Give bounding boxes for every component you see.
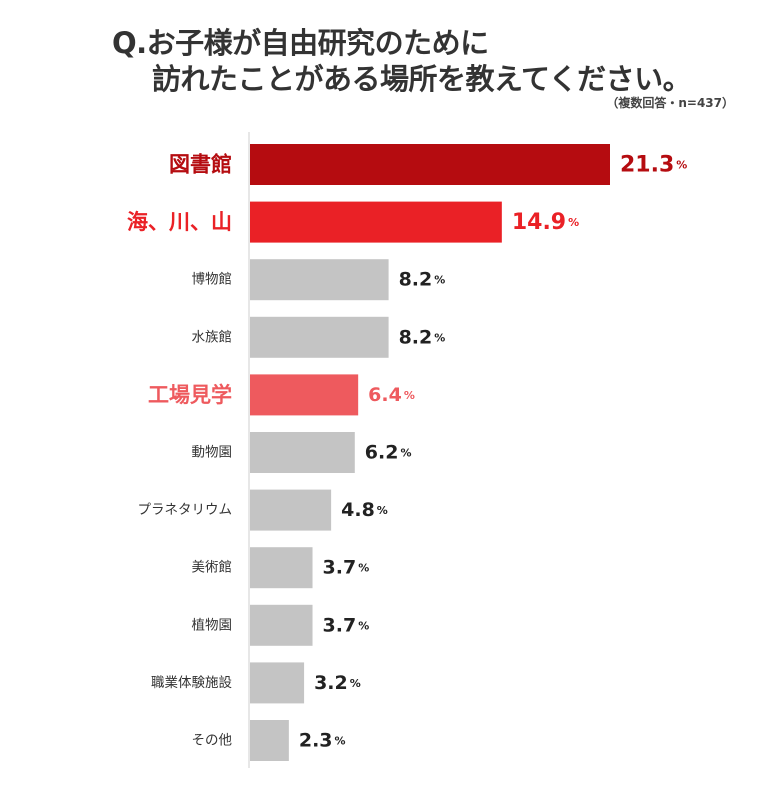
value-label-7: 3.7% — [323, 557, 370, 579]
category-label-9: 職業体験施設 — [151, 675, 232, 691]
title-line-2: 訪れたことがある場所を教えてください。 — [152, 62, 692, 96]
value-label-0: 21.3% — [620, 152, 687, 177]
bar-7 — [250, 547, 313, 589]
category-label-1: 海、川、山 — [127, 210, 232, 234]
category-label-8: 植物園 — [192, 617, 233, 633]
bar-4 — [250, 374, 359, 416]
value-label-10: 2.3% — [299, 730, 346, 752]
category-label-5: 動物園 — [192, 445, 233, 461]
bar-6 — [250, 489, 332, 531]
value-label-6: 4.8% — [341, 499, 388, 521]
bar-9 — [250, 662, 305, 704]
chart-title: Q.お子様が自由研究のために 訪れたことがある場所を教えてください。 （複数回答… — [0, 0, 781, 120]
bar-2 — [250, 259, 389, 301]
category-label-7: 美術館 — [192, 560, 233, 576]
sample-note: （複数回答・n=437） — [606, 96, 734, 110]
value-label-3: 8.2% — [399, 326, 446, 348]
title-line-1: Q.お子様が自由研究のために — [112, 26, 489, 60]
bar-1 — [250, 201, 502, 243]
value-label-8: 3.7% — [323, 614, 370, 636]
category-label-0: 図書館 — [169, 153, 232, 177]
bars-group: 図書館 21.3 % 海、川、山 14.9 % 博物館 8.2 % 水族館 8.2 % 工場見学 6.4%… — [127, 144, 687, 761]
bar-0 — [250, 144, 610, 185]
category-label-2: 博物館 — [192, 271, 233, 288]
bar-3 — [250, 316, 389, 358]
value-label-2: 8.2% — [399, 269, 446, 291]
value-label-5: 6.2% — [365, 442, 412, 464]
bar-10 — [250, 720, 289, 761]
bar-8 — [250, 604, 313, 646]
value-label-4: 6.4% — [368, 384, 415, 406]
category-label-3: 水族館 — [192, 329, 233, 345]
category-label-10: その他 — [192, 733, 233, 749]
category-label-6: プラネタリウム — [138, 502, 233, 518]
category-label-4: 工場見学 — [148, 383, 232, 407]
bar-5 — [250, 432, 355, 473]
value-label-1: 14.9% — [512, 210, 579, 235]
value-label-9: 3.2% — [314, 672, 361, 694]
